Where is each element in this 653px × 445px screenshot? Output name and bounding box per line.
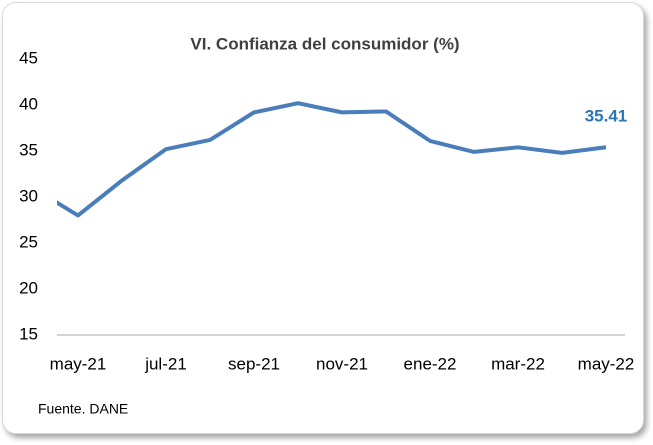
x-tick-label: may-22: [578, 354, 635, 373]
y-tick-label: 15: [19, 324, 38, 343]
y-tick-label: 25: [19, 232, 38, 251]
data-label: 35.41: [585, 107, 628, 126]
data-line: [57, 101, 607, 218]
y-tick-label: 40: [19, 94, 38, 113]
x-tick-label: sep-21: [228, 354, 280, 373]
source-note: Fuente. DANE: [38, 401, 128, 417]
chart-card: [2, 2, 644, 434]
y-tick-label: 45: [19, 48, 38, 67]
x-tick-label: may-21: [50, 354, 107, 373]
x-tick-label: nov-21: [316, 354, 368, 373]
y-tick-label: 20: [19, 278, 38, 297]
chart-title: VI. Confianza del consumidor (%): [190, 34, 459, 53]
x-tick-label: mar-22: [491, 354, 545, 373]
x-tick-label: jul-21: [144, 354, 187, 373]
y-tick-label: 35: [19, 140, 38, 159]
y-tick-label: 30: [19, 186, 38, 205]
x-tick-label: ene-22: [404, 354, 457, 373]
